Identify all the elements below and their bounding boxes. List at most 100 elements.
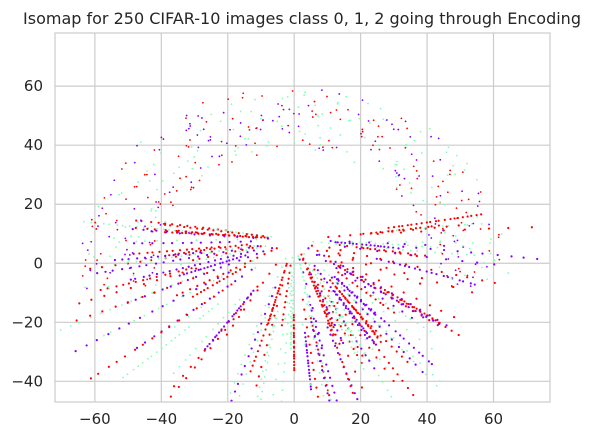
data-point-class-0	[476, 261, 479, 264]
data-point-class-2	[171, 231, 174, 234]
data-point-class-0	[314, 325, 318, 328]
data-point-class-2	[391, 260, 395, 263]
data-point-class-0	[211, 155, 213, 158]
data-point-class-0	[414, 363, 417, 366]
data-point-class-2	[325, 315, 328, 318]
data-point-class-1	[113, 237, 115, 240]
data-point-class-0	[182, 273, 186, 276]
data-point-class-2	[434, 220, 438, 223]
data-point-class-2	[480, 213, 483, 216]
data-point-class-2	[201, 227, 204, 231]
data-point-class-0	[336, 351, 340, 355]
data-point-class-0	[168, 191, 171, 194]
data-point-class-1	[284, 257, 287, 260]
data-point-class-0	[213, 259, 217, 262]
data-point-class-2	[410, 187, 413, 190]
data-point-class-2	[316, 283, 320, 286]
data-point-class-0	[378, 160, 381, 163]
data-point-class-1	[288, 302, 291, 305]
data-point-class-1	[431, 373, 434, 376]
data-point-class-2	[327, 255, 331, 258]
data-point-class-1	[115, 246, 117, 248]
data-point-class-0	[98, 214, 100, 217]
data-point-class-0	[369, 244, 372, 247]
data-point-class-0	[330, 276, 334, 279]
data-point-class-0	[207, 260, 210, 264]
data-point-class-1	[252, 333, 255, 336]
data-point-class-2	[275, 296, 278, 299]
data-point-class-0	[185, 114, 188, 117]
data-point-class-2	[397, 300, 400, 304]
data-point-class-1	[140, 260, 143, 262]
data-point-class-2	[225, 252, 228, 255]
data-point-class-2	[406, 360, 409, 364]
data-point-class-2	[334, 333, 337, 336]
data-point-class-2	[275, 247, 278, 250]
data-point-class-0	[438, 322, 441, 326]
data-point-class-0	[408, 342, 411, 345]
data-point-class-2	[292, 319, 295, 322]
data-point-class-1	[405, 240, 408, 243]
data-point-class-2	[314, 285, 318, 288]
data-point-class-1	[275, 317, 278, 320]
data-point-class-2	[415, 210, 418, 213]
data-point-class-2	[371, 330, 374, 333]
data-point-class-1	[301, 272, 304, 275]
data-point-class-1	[468, 247, 471, 250]
data-point-class-0	[305, 349, 308, 352]
data-point-class-0	[428, 234, 430, 236]
data-point-class-1	[430, 186, 433, 189]
data-point-class-2	[103, 294, 106, 298]
data-point-class-1	[420, 151, 423, 154]
data-point-class-1	[120, 304, 123, 306]
data-point-class-0	[206, 345, 209, 348]
data-point-class-1	[306, 293, 309, 296]
data-point-class-2	[420, 230, 423, 233]
data-point-class-2	[220, 154, 223, 157]
data-point-class-1	[323, 370, 326, 373]
data-point-class-0	[373, 244, 376, 247]
data-point-class-0	[153, 173, 156, 176]
data-point-class-2	[141, 343, 144, 346]
data-point-class-2	[219, 246, 222, 249]
data-point-class-1	[188, 326, 190, 329]
data-point-class-0	[461, 280, 465, 283]
data-point-class-2	[199, 290, 203, 294]
data-point-class-0	[121, 258, 124, 261]
data-point-class-0	[213, 252, 216, 255]
data-point-class-1	[406, 350, 409, 352]
data-point-class-2	[135, 219, 138, 222]
data-point-class-0	[151, 310, 154, 313]
data-point-class-2	[213, 247, 216, 250]
data-point-class-2	[153, 149, 156, 151]
data-point-class-2	[493, 281, 496, 285]
data-point-class-2	[415, 297, 418, 300]
data-point-class-2	[341, 274, 344, 277]
data-point-class-1	[78, 321, 80, 324]
data-point-class-0	[155, 272, 159, 276]
data-point-class-1	[178, 166, 181, 169]
data-point-class-1	[93, 256, 95, 258]
data-point-class-2	[153, 266, 156, 269]
data-point-class-2	[369, 294, 372, 297]
data-point-class-2	[391, 367, 395, 370]
data-point-class-1	[290, 306, 292, 309]
data-point-class-1	[325, 301, 328, 303]
data-point-class-2	[416, 265, 419, 268]
data-point-class-0	[360, 347, 363, 350]
data-point-class-1	[102, 222, 105, 225]
data-point-class-0	[368, 335, 371, 338]
data-point-class-0	[234, 280, 237, 283]
data-point-class-0	[227, 263, 230, 266]
data-point-class-1	[292, 286, 295, 289]
data-point-class-2	[304, 262, 307, 265]
data-point-class-0	[419, 308, 422, 311]
data-point-class-2	[327, 319, 330, 322]
data-point-class-2	[373, 333, 376, 336]
data-point-class-0	[329, 333, 332, 336]
data-point-class-1	[291, 312, 294, 315]
data-point-class-0	[219, 257, 223, 261]
data-point-class-2	[349, 234, 352, 237]
data-point-class-0	[308, 374, 311, 377]
